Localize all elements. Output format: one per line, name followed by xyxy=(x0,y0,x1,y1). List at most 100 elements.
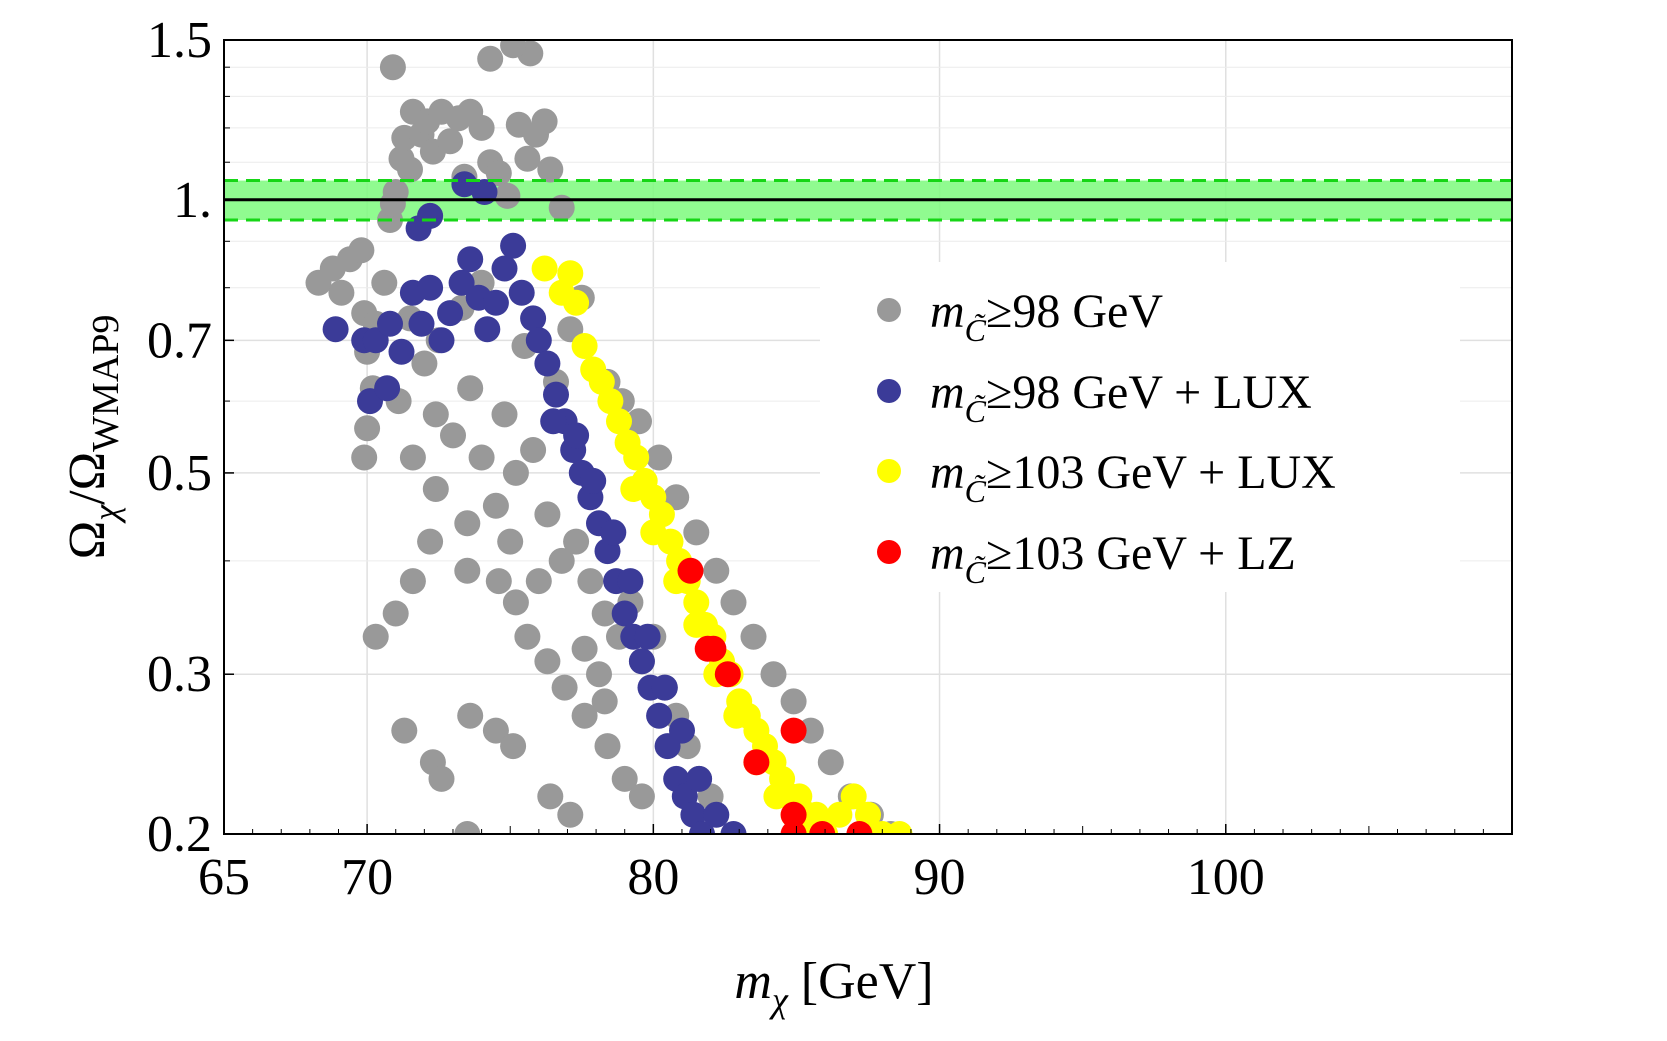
point-gray xyxy=(379,54,406,81)
point-gray xyxy=(502,589,529,616)
point-gray xyxy=(497,528,524,555)
point-gray xyxy=(354,415,381,442)
point-blue xyxy=(669,717,695,744)
point-gray xyxy=(371,269,398,296)
point-gray xyxy=(586,661,612,688)
scatter-points xyxy=(305,40,913,834)
point-blue xyxy=(563,422,590,449)
point-gray xyxy=(391,717,418,744)
point-blue xyxy=(377,310,403,337)
point-red xyxy=(700,635,727,662)
point-yellow xyxy=(597,388,624,415)
point-blue xyxy=(543,381,569,408)
point-blue xyxy=(720,821,747,834)
point-blue xyxy=(417,202,444,229)
point-blue xyxy=(628,648,655,675)
point-gray xyxy=(591,600,618,627)
point-blue xyxy=(491,255,518,282)
point-blue xyxy=(540,408,567,435)
svg-text:mC̃≥98 GeV + LUX: mC̃≥98 GeV + LUX xyxy=(930,366,1312,429)
point-blue xyxy=(651,674,678,701)
point-red xyxy=(743,749,770,776)
axis-ticks: 65 70 80 90 100 0.2 0.3 0.5 0.7 1. 1.5 xyxy=(147,12,1484,906)
point-blue xyxy=(646,702,673,729)
legend-background xyxy=(820,262,1460,592)
point-blue xyxy=(457,246,484,273)
point-blue xyxy=(437,300,464,327)
point-gray xyxy=(537,156,564,183)
point-gray xyxy=(468,114,495,141)
point-gray xyxy=(482,717,509,744)
point-gray xyxy=(551,674,578,701)
point-blue xyxy=(525,327,552,354)
point-blue xyxy=(448,269,475,296)
reference-line xyxy=(224,179,1512,222)
point-red xyxy=(846,821,873,834)
point-gray xyxy=(494,182,521,209)
point-yellow xyxy=(531,255,558,282)
point-gray xyxy=(548,547,575,574)
point-gray xyxy=(399,444,426,471)
point-gray xyxy=(440,422,466,449)
point-red xyxy=(677,557,704,584)
point-gray xyxy=(683,519,710,546)
point-red xyxy=(780,801,807,828)
point-gray xyxy=(477,45,504,72)
point-gray xyxy=(577,568,604,595)
point-gray xyxy=(500,733,527,760)
point-gray xyxy=(422,401,449,428)
legend-marker-gray xyxy=(877,298,901,322)
point-blue xyxy=(500,232,527,259)
point-gray xyxy=(740,623,767,650)
point-yellow xyxy=(640,519,667,546)
point-blue xyxy=(611,600,638,627)
point-gray xyxy=(626,408,652,435)
point-blue xyxy=(600,519,627,546)
point-blue xyxy=(534,350,561,377)
point-gray xyxy=(457,375,484,402)
point-gray xyxy=(348,237,375,264)
plot-frame xyxy=(223,39,1513,835)
point-red xyxy=(780,821,807,834)
point-gray xyxy=(534,501,561,528)
point-gray xyxy=(457,702,484,729)
point-blue xyxy=(580,467,607,494)
legend-marker-blue xyxy=(877,379,901,403)
legend-entry-yellow: mC̃≥103 GeV + LUX xyxy=(877,446,1336,509)
point-blue xyxy=(482,289,509,316)
point-yellow xyxy=(557,260,584,287)
point-yellow xyxy=(571,333,598,359)
point-blue xyxy=(388,338,415,365)
point-red xyxy=(809,821,836,834)
point-gray xyxy=(397,156,423,183)
point-gray xyxy=(611,765,638,792)
svg-text:mC̃≥103 GeV + LUX: mC̃≥103 GeV + LUX xyxy=(930,446,1336,509)
legend-marker-red xyxy=(877,540,901,564)
point-yellow xyxy=(606,408,632,435)
point-yellow xyxy=(886,821,913,834)
legend-entry-gray: mC̃≥98 GeV xyxy=(877,285,1163,348)
y-tick-label: 0.5 xyxy=(147,445,212,502)
y-tick-label: 1. xyxy=(173,172,212,229)
point-blue xyxy=(520,305,547,332)
point-gray xyxy=(514,145,541,172)
svg-text:mC̃≥103 GeV + LZ: mC̃≥103 GeV + LZ xyxy=(930,527,1296,590)
y-tick-label: 0.3 xyxy=(147,646,212,703)
point-blue xyxy=(474,316,501,343)
point-gray xyxy=(491,401,518,428)
point-gray xyxy=(428,765,455,792)
point-gray xyxy=(454,557,481,584)
point-blue xyxy=(374,375,401,402)
point-gray xyxy=(557,801,584,828)
point-gray xyxy=(382,600,409,627)
point-gray xyxy=(362,623,389,650)
svg-text:mC̃≥98 GeV: mC̃≥98 GeV xyxy=(930,285,1163,348)
y-axis-title: Ωχ/ΩWMAP9 xyxy=(59,315,127,560)
x-tick-label: 90 xyxy=(914,849,966,906)
point-red xyxy=(780,717,807,744)
point-blue xyxy=(451,171,478,198)
point-gray xyxy=(411,350,438,377)
point-yellow xyxy=(826,801,853,828)
point-gray xyxy=(646,444,673,471)
